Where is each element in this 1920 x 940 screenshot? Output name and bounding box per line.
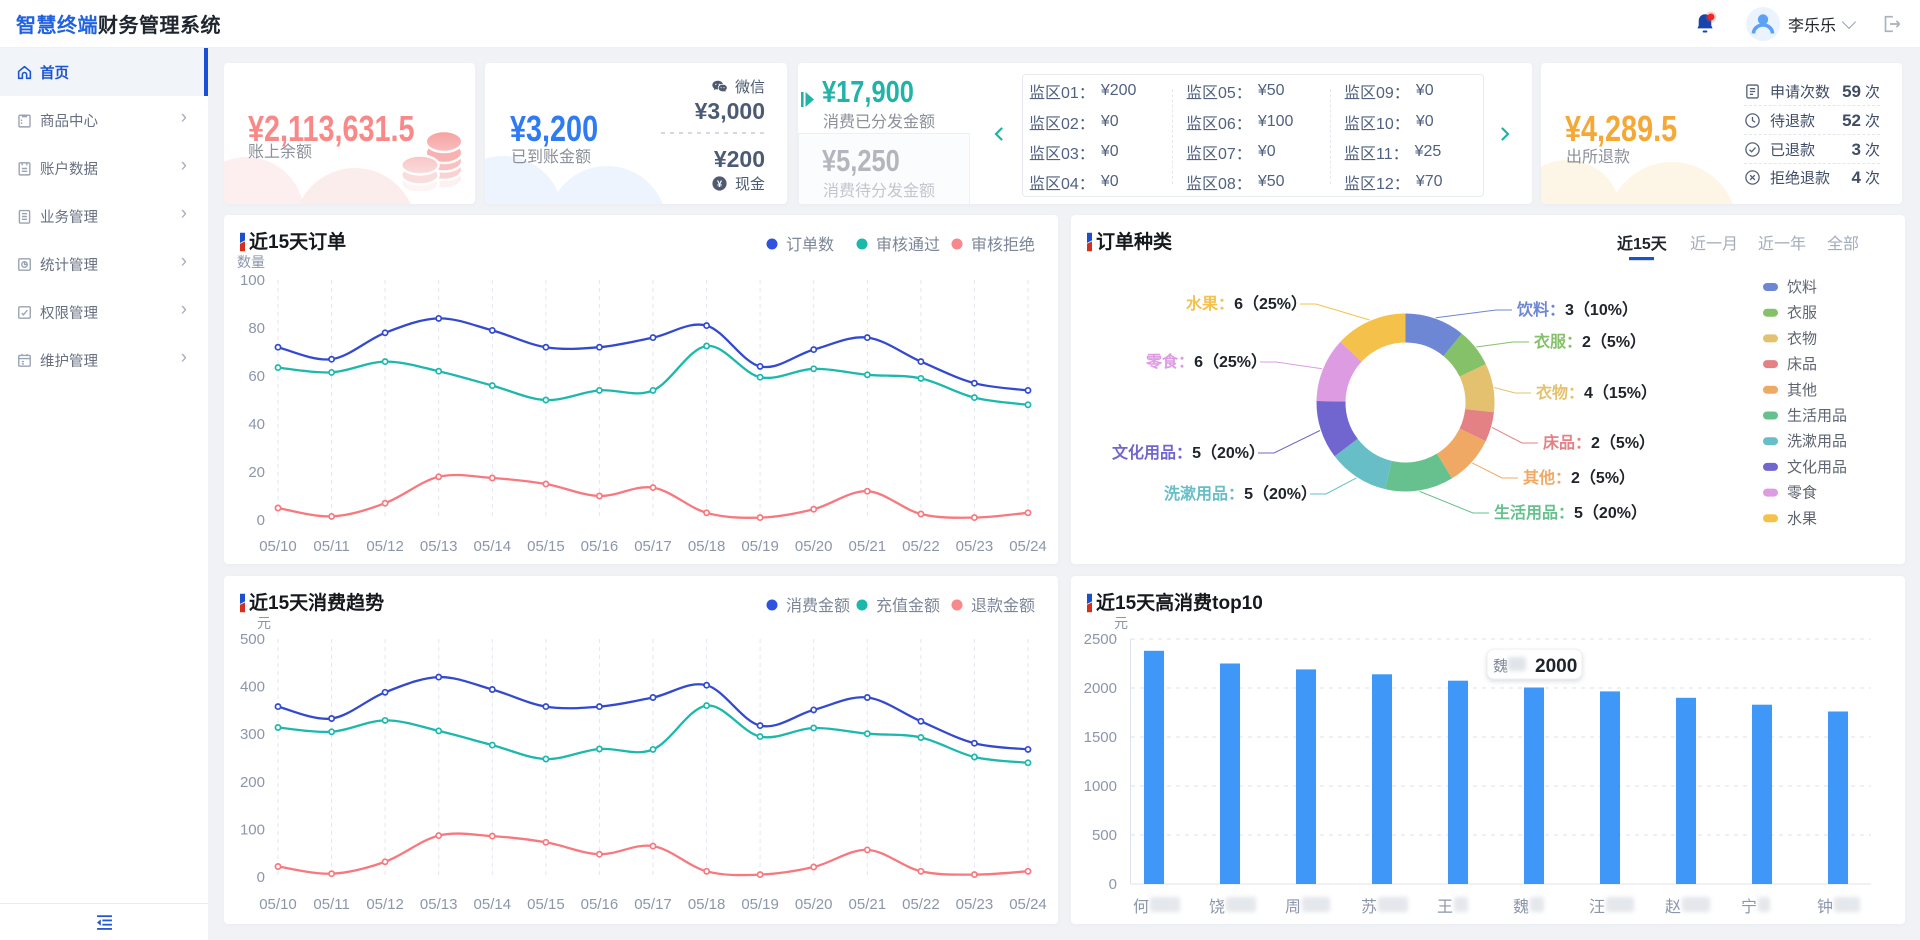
svg-text:1000: 1000 <box>1084 778 1117 795</box>
svg-text:饮料：3（10%）: 饮料：3（10%） <box>1516 300 1638 319</box>
svg-text:500: 500 <box>240 631 265 648</box>
svg-text:500: 500 <box>1092 827 1117 844</box>
svg-text:05/19: 05/19 <box>741 538 779 555</box>
svg-text:400: 400 <box>240 679 265 696</box>
svg-text:审核通过: 审核通过 <box>876 236 940 254</box>
svg-text:宁: 宁 <box>1741 898 1757 916</box>
svg-text:40: 40 <box>248 416 265 433</box>
svg-text:消费金额: 消费金额 <box>786 597 850 615</box>
svg-text:200: 200 <box>240 774 265 791</box>
svg-text:05/24: 05/24 <box>1009 896 1047 913</box>
svg-text:05/17: 05/17 <box>634 538 672 555</box>
svg-text:2000: 2000 <box>1084 680 1117 697</box>
svg-text:1500: 1500 <box>1084 729 1117 746</box>
svg-text:魏: 魏 <box>1513 898 1529 916</box>
svg-text:饶: 饶 <box>1209 898 1225 916</box>
svg-text:零食：6（25%）: 零食：6（25%） <box>1145 352 1267 371</box>
svg-text:60: 60 <box>248 368 265 385</box>
svg-text:元: 元 <box>1114 615 1128 631</box>
svg-text:05/11: 05/11 <box>313 896 349 913</box>
svg-text:05/18: 05/18 <box>688 538 726 555</box>
svg-text:05/12: 05/12 <box>366 538 404 555</box>
svg-text:05/13: 05/13 <box>420 896 458 913</box>
svg-text:05/21: 05/21 <box>849 896 887 913</box>
svg-text:05/17: 05/17 <box>634 896 672 913</box>
svg-text:80: 80 <box>248 320 265 337</box>
svg-text:元: 元 <box>257 615 271 631</box>
svg-text:05/15: 05/15 <box>527 538 565 555</box>
svg-text:赵: 赵 <box>1665 898 1681 916</box>
svg-text:05/20: 05/20 <box>795 896 833 913</box>
svg-text:05/23: 05/23 <box>956 896 994 913</box>
svg-text:100: 100 <box>240 272 265 289</box>
svg-text:文化用品：5（20%）: 文化用品：5（20%） <box>1112 443 1265 462</box>
svg-text:衣服: 衣服 <box>1787 305 1817 322</box>
svg-text:数量: 数量 <box>237 254 265 270</box>
svg-text:衣服：2（5%）: 衣服：2（5%） <box>1534 332 1646 351</box>
svg-text:生活用品: 生活用品 <box>1787 408 1847 425</box>
svg-text:饮料: 饮料 <box>1787 279 1817 296</box>
svg-text:生活用品：5（20%）: 生活用品：5（20%） <box>1494 503 1647 522</box>
svg-text:何: 何 <box>1133 898 1149 916</box>
svg-text:衣物：4（15%）: 衣物：4（15%） <box>1536 383 1657 402</box>
svg-text:0: 0 <box>257 869 265 886</box>
svg-text:订单种类: 订单种类 <box>1096 230 1172 253</box>
svg-text:05/23: 05/23 <box>956 538 994 555</box>
svg-text:近15天订单: 近15天订单 <box>249 230 346 253</box>
svg-text:05/16: 05/16 <box>581 896 619 913</box>
svg-text:充值金额: 充值金额 <box>876 597 940 615</box>
svg-text:文化用品: 文化用品 <box>1787 459 1847 476</box>
svg-text:苏: 苏 <box>1361 898 1377 916</box>
svg-text:05/18: 05/18 <box>688 896 726 913</box>
svg-text:05/24: 05/24 <box>1009 538 1047 555</box>
svg-text:近15天消费趋势: 近15天消费趋势 <box>249 591 384 614</box>
svg-text:05/14: 05/14 <box>474 896 512 913</box>
svg-text:2000: 2000 <box>1535 656 1577 677</box>
svg-text:05/13: 05/13 <box>420 538 458 555</box>
svg-text:周: 周 <box>1285 899 1301 916</box>
svg-text:其他：2（5%）: 其他：2（5%） <box>1523 468 1635 487</box>
svg-text:05/10: 05/10 <box>259 538 297 555</box>
svg-text:近15天高消费top10: 近15天高消费top10 <box>1096 591 1263 614</box>
svg-text:全部: 全部 <box>1827 235 1859 253</box>
svg-text:零食: 零食 <box>1787 485 1817 502</box>
svg-text:20: 20 <box>248 464 265 481</box>
svg-text:05/21: 05/21 <box>849 538 887 555</box>
svg-text:钟: 钟 <box>1817 898 1833 916</box>
svg-text:05/20: 05/20 <box>795 538 833 555</box>
svg-text:洗漱用品: 洗漱用品 <box>1787 433 1847 450</box>
svg-text:洗漱用品：5（20%）: 洗漱用品：5（20%） <box>1164 484 1317 503</box>
svg-text:05/22: 05/22 <box>902 896 940 913</box>
svg-text:0: 0 <box>1109 876 1117 893</box>
svg-text:05/15: 05/15 <box>527 896 565 913</box>
svg-text:05/19: 05/19 <box>741 896 779 913</box>
svg-text:近一年: 近一年 <box>1758 235 1806 253</box>
svg-text:水果: 水果 <box>1787 510 1817 527</box>
svg-text:0: 0 <box>257 512 265 529</box>
svg-text:退款金额: 退款金额 <box>971 597 1035 615</box>
svg-text:衣物: 衣物 <box>1787 330 1817 347</box>
svg-text:床品：2（5%）: 床品：2（5%） <box>1543 433 1655 452</box>
svg-text:¥: ¥ <box>717 179 723 189</box>
svg-text:水果：6（25%）: 水果：6（25%） <box>1186 294 1307 313</box>
svg-text:05/12: 05/12 <box>366 896 404 913</box>
svg-text:05/10: 05/10 <box>259 896 297 913</box>
svg-text:近一月: 近一月 <box>1690 235 1738 253</box>
svg-text:2500: 2500 <box>1084 631 1117 648</box>
svg-text:床品: 床品 <box>1787 356 1817 373</box>
svg-text:05/16: 05/16 <box>581 538 619 555</box>
svg-text:王: 王 <box>1437 899 1453 916</box>
svg-text:100: 100 <box>240 821 265 838</box>
svg-text:300: 300 <box>240 726 265 743</box>
svg-text:其他: 其他 <box>1787 382 1817 399</box>
svg-text:近15天: 近15天 <box>1617 234 1668 253</box>
svg-text:05/14: 05/14 <box>474 538 512 555</box>
svg-text:05/11: 05/11 <box>313 538 349 555</box>
svg-text:审核拒绝: 审核拒绝 <box>971 236 1035 254</box>
svg-text:订单数: 订单数 <box>786 236 834 254</box>
svg-text:魏: 魏 <box>1493 658 1508 675</box>
svg-text:汪: 汪 <box>1589 898 1605 916</box>
svg-text:05/22: 05/22 <box>902 538 940 555</box>
